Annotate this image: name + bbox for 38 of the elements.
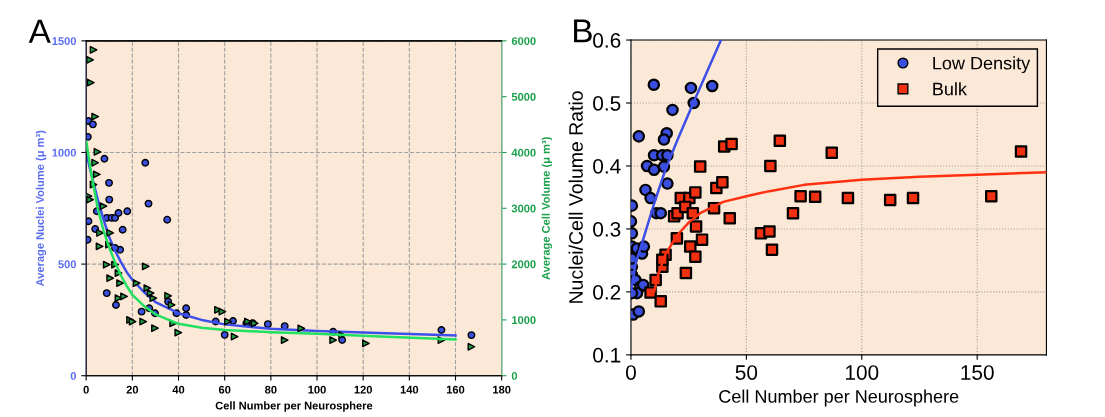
x-tick-label: 150 (961, 365, 994, 380)
y-tick-label: 0.5 (593, 96, 621, 111)
y-tick-label: 0.1 (593, 347, 621, 363)
y-tick-label: 0.4 (593, 158, 621, 174)
y2-tick-label: 2000 (511, 260, 536, 269)
y-tick-label: 0.2 (593, 284, 621, 300)
y-axis-title: Nuclei/Cell Volume Ratio (568, 91, 583, 303)
legend-label: Low Density (933, 56, 1031, 74)
x-tick-label: 80 (265, 385, 277, 394)
y2-axis-title: Average Cell Volume (μ m³) (541, 137, 553, 280)
x-axis-title: Cell Number per Neurosphere (215, 401, 373, 412)
x-axis-title: Cell Number per Neurosphere (719, 389, 959, 407)
legend-label: Bulk (933, 82, 967, 96)
y-tick-label: 0.3 (593, 221, 621, 237)
x-tick-label: 160 (446, 385, 465, 394)
x-tick-label: 0 (83, 385, 89, 394)
y-tick-label: 500 (58, 260, 77, 269)
x-tick-label: 100 (845, 365, 879, 380)
x-tick-label: 140 (400, 385, 419, 394)
y-tick-label: 1500 (52, 37, 77, 45)
x-tick-label: 50 (735, 365, 758, 380)
y2-tick-label: 1000 (512, 316, 536, 325)
x-tick-label: 40 (172, 385, 185, 394)
y2-tick-label: 4000 (511, 148, 536, 157)
x-tick-label: 180 (493, 385, 511, 394)
y2-tick-label: 3000 (511, 204, 536, 213)
x-tick-label: 120 (354, 385, 372, 394)
chart-title: B (574, 19, 592, 43)
y2-tick-label: 5000 (511, 92, 536, 101)
chart-title: A (28, 19, 51, 43)
y2-tick-label: 6000 (511, 37, 536, 45)
x-tick-label: 100 (308, 385, 326, 394)
x-tick-label: 0 (625, 365, 636, 380)
x-tick-label: 60 (218, 385, 231, 394)
y-axis-title: Average Nuclei Volume (μ m³) (35, 130, 47, 287)
x-tick-label: 20 (126, 385, 139, 394)
y-tick-label: 1000 (52, 148, 77, 157)
y-tick-label: 0.6 (593, 33, 621, 48)
